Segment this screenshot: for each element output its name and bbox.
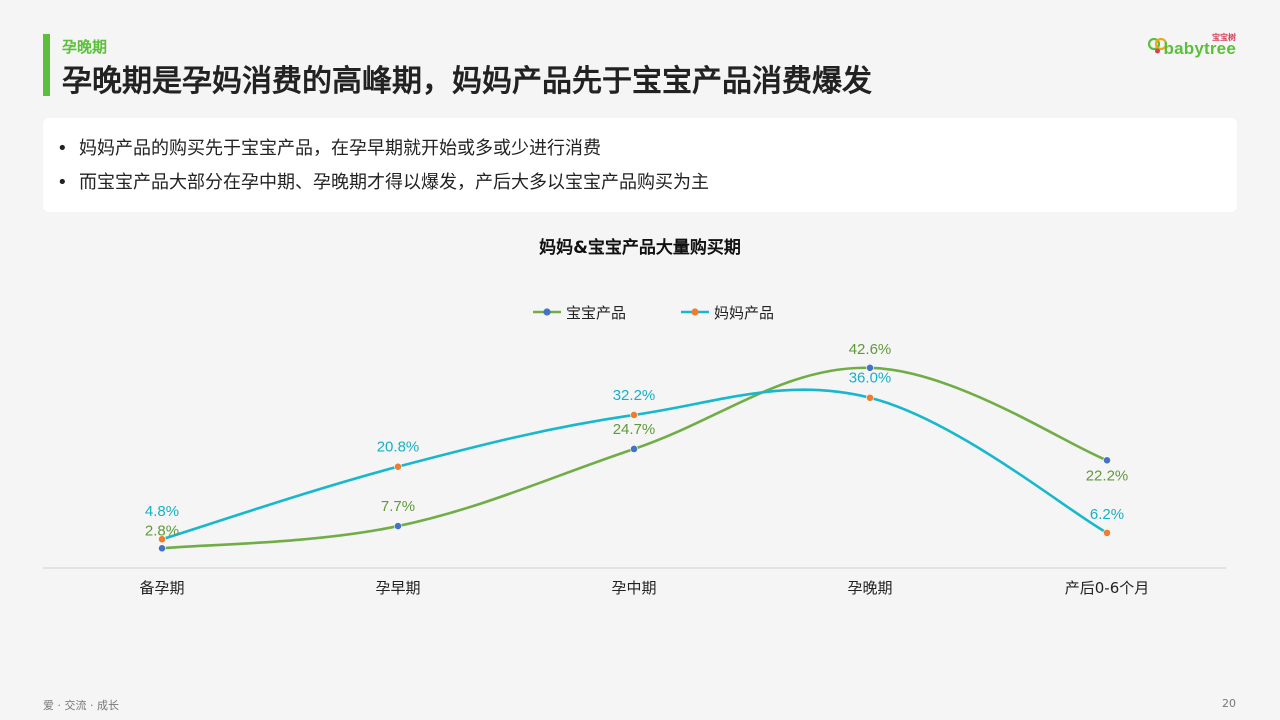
title-accent-bar (43, 34, 50, 96)
data-label: 22.2% (1086, 467, 1129, 484)
legend-label: 宝宝产品 (566, 304, 626, 322)
footer-tagline: 爱 · 交流 · 成长 (43, 699, 119, 712)
data-label: 6.2% (1090, 506, 1124, 523)
legend-swatch-marker (691, 308, 699, 316)
data-label: 2.8% (145, 522, 179, 539)
bullet-dot: • (57, 138, 68, 159)
data-point (158, 544, 166, 553)
data-point (630, 411, 638, 419)
data-label: 32.2% (613, 387, 656, 404)
data-point (394, 462, 402, 471)
legend-item-baby: 宝宝产品 (533, 304, 626, 322)
logo-wordmark: babytree (1163, 39, 1236, 58)
data-label: 4.8% (145, 503, 179, 520)
babytree-logo-icon (1148, 37, 1168, 54)
bullet-text: 妈妈产品的购买先于宝宝产品，在孕早期就开始或多或少进行消费 (79, 138, 601, 159)
summary-bullet-1: • 妈妈产品的购买先于宝宝产品，在孕早期就开始或多或少进行消费 (57, 134, 601, 160)
legend-label: 妈妈产品 (714, 304, 774, 322)
data-point (866, 363, 874, 372)
bullet-text: 而宝宝产品大部分在孕中期、孕晚期才得以爆发，产后大多以宝宝产品购买为主 (79, 172, 709, 193)
data-point (1103, 456, 1111, 465)
legend-item-mom: 妈妈产品 (681, 304, 774, 322)
chart-title: 妈妈&宝宝产品大量购买期 (539, 238, 741, 258)
data-label: 20.8% (377, 439, 420, 456)
data-label: 24.7% (613, 421, 656, 438)
data-point (1103, 528, 1111, 537)
summary-box: • 妈妈产品的购买先于宝宝产品，在孕早期就开始或多或少进行消费 • 而宝宝产品大部分… (43, 118, 1237, 212)
x-tick-label: 备孕期 (139, 579, 184, 597)
data-point (866, 393, 874, 402)
section-label: 孕晚期 (62, 38, 108, 56)
data-label: 7.7% (381, 498, 415, 515)
summary-bullet-2: • 而宝宝产品大部分在孕中期、孕晚期才得以爆发，产后大多以宝宝产品购买为主 (57, 168, 709, 194)
x-tick-label: 孕晚期 (847, 579, 892, 597)
data-point (158, 535, 166, 544)
data-point (394, 522, 402, 530)
babytree-logo: 宝宝树 babytree (1144, 30, 1236, 58)
x-tick-label: 孕早期 (375, 579, 420, 597)
data-label: 42.6% (849, 341, 892, 358)
page-number: 20 (1222, 697, 1236, 710)
data-point (630, 445, 638, 453)
x-tick-label: 孕中期 (611, 579, 656, 597)
logo-subtext: 宝宝树 (1212, 33, 1236, 42)
bullet-dot: • (57, 172, 68, 193)
x-tick-label: 产后0-6个月 (1065, 579, 1150, 597)
legend-swatch-marker (543, 308, 551, 316)
data-label: 36.0% (849, 370, 892, 387)
page-title: 孕晚期是孕妈消费的高峰期，妈妈产品先于宝宝产品消费爆发 (62, 64, 872, 99)
